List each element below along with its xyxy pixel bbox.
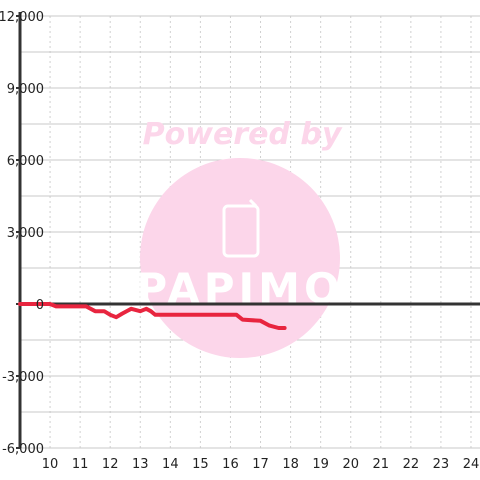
y-tick-label: 6,000: [7, 154, 44, 169]
y-tick-label: -3,000: [2, 370, 44, 385]
series-line-0: [18, 302, 287, 330]
x-tick-label: 19: [312, 457, 329, 472]
x-tick-label: 23: [433, 457, 450, 472]
watermark-line1: Powered by: [143, 117, 343, 152]
x-tick-label: 11: [72, 457, 89, 472]
y-tick-label: 12,000: [0, 10, 44, 25]
x-tick-label: 24: [463, 457, 480, 472]
x-tick-label: 12: [102, 457, 119, 472]
x-tick-label: 13: [132, 457, 149, 472]
y-tick-label: 9,000: [7, 82, 44, 97]
x-tick-label: 14: [162, 457, 179, 472]
watermark: Powered by PAPIMO: [136, 117, 343, 358]
watermark-circle: [140, 158, 340, 358]
gridlines: [20, 15, 480, 449]
x-tick-label: 10: [42, 457, 59, 472]
x-tick-label: 15: [192, 457, 209, 472]
y-tick-label: -6,000: [2, 442, 44, 457]
watermark-device-icon: [222, 198, 260, 258]
x-tick-label: 21: [373, 457, 390, 472]
x-tick-label: 16: [222, 457, 239, 472]
y-tick-label: 3,000: [7, 226, 44, 241]
watermark-brand: PAPIMO: [136, 264, 343, 313]
x-tick-label: 17: [252, 457, 269, 472]
y-tick-label: 0: [36, 298, 44, 313]
x-tick-label: 22: [403, 457, 420, 472]
series-layer: [18, 302, 287, 330]
x-tick-label: 20: [342, 457, 359, 472]
axes: [16, 12, 480, 449]
tick-labels: -6,000 -3,000 0 3,000 6,000 9,000 12,000 10 11 12…: [0, 10, 479, 472]
x-tick-label: 18: [282, 457, 299, 472]
